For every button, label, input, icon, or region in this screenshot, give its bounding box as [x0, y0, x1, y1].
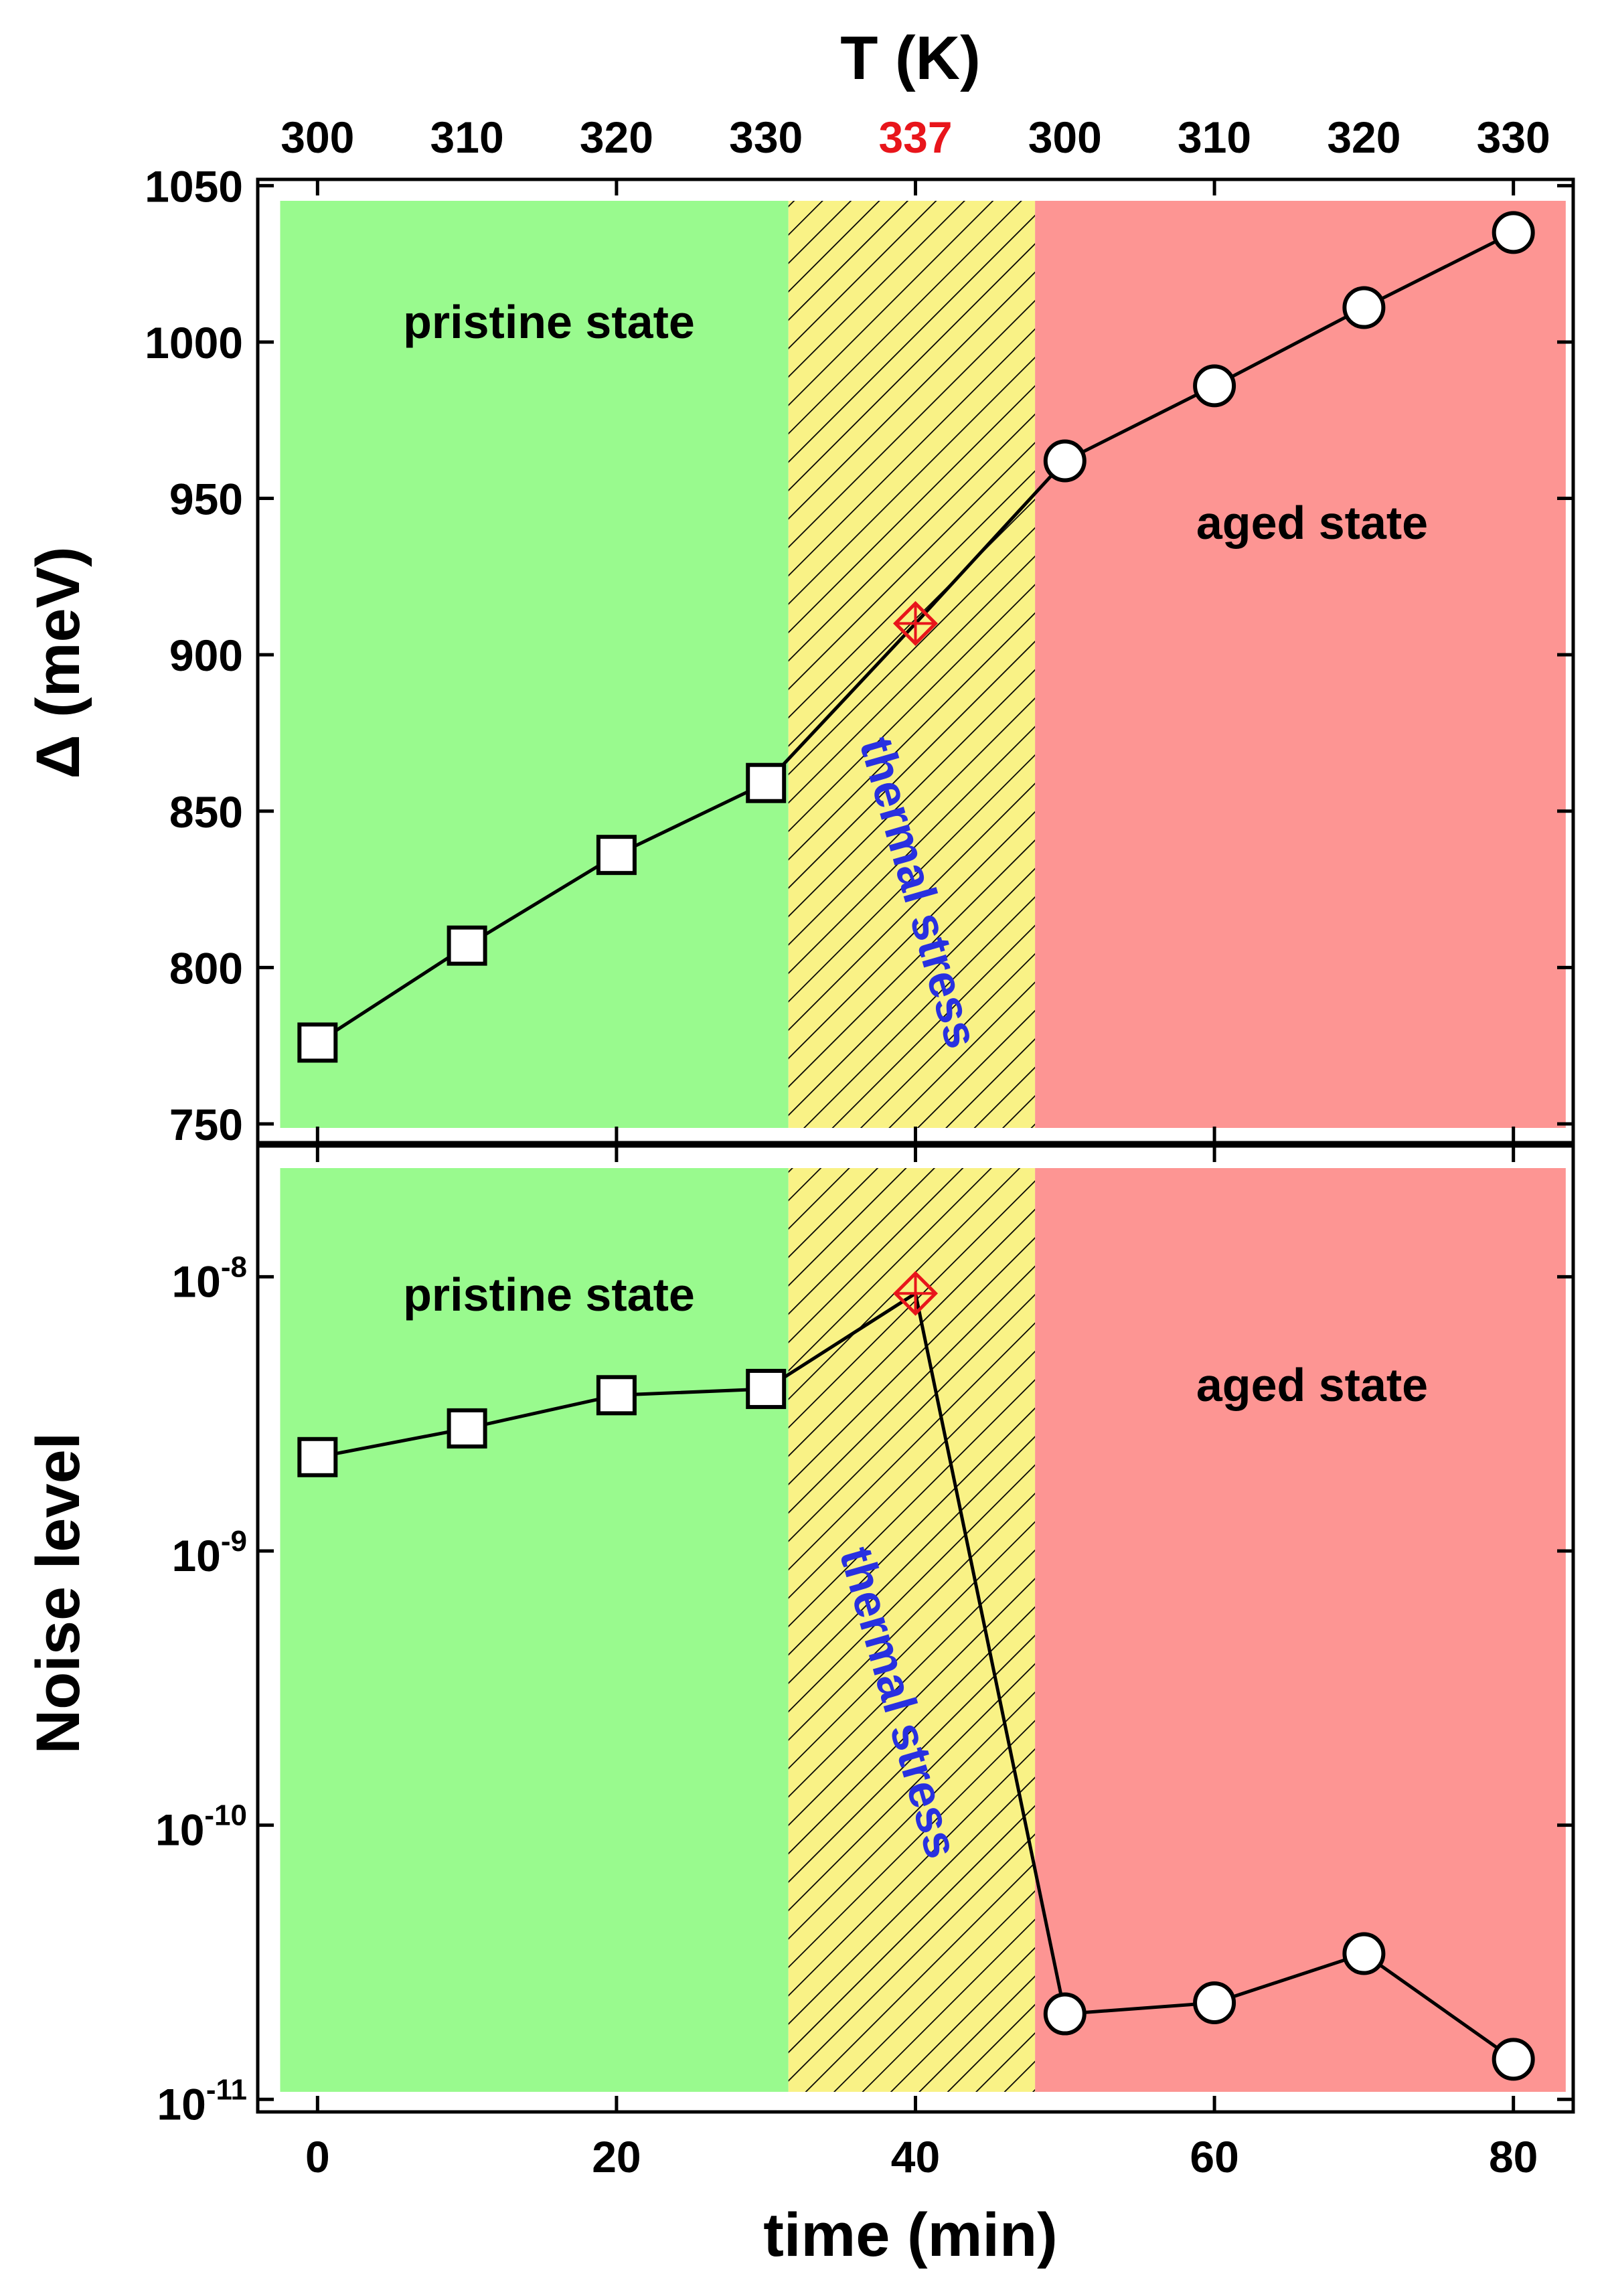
top-axis-tick-label: 310 — [1178, 112, 1251, 162]
top-axis-tick-label: 310 — [430, 112, 504, 162]
top-axis-tick-label: 300 — [1028, 112, 1102, 162]
noise-aged-label: aged state — [1196, 1359, 1428, 1411]
x-axis-tick-label: 40 — [891, 2132, 940, 2182]
background-regions — [280, 201, 1566, 2092]
top-axis-tick-label: 330 — [729, 112, 803, 162]
delta-point-aged — [1492, 211, 1535, 254]
noise-pristine-label: pristine state — [403, 1268, 695, 1321]
plot-frames — [256, 177, 1575, 2114]
x-axis-tick-label: 0 — [305, 2132, 330, 2182]
tick-label-base: 10 — [157, 2079, 206, 2129]
delta-y-tick-label: 900 — [169, 631, 243, 680]
tick-label-exponent: -11 — [206, 2073, 247, 2106]
delta-y-tick-label: 1000 — [145, 318, 243, 367]
top-axis-tick-label: 320 — [580, 112, 653, 162]
noise-point-aged — [1043, 1992, 1087, 2036]
delta-point-aged — [1193, 364, 1236, 408]
x-axis-tick-label: 20 — [592, 2132, 641, 2182]
top-axis-tick-label: 320 — [1327, 112, 1400, 162]
x-axis-title: time (min) — [763, 2201, 1058, 2269]
delta-y-tick-label: 850 — [169, 787, 243, 837]
delta-point-aged — [1043, 439, 1087, 483]
tick-label-exponent: -10 — [204, 1799, 247, 1832]
delta-y-tick-label: 1050 — [145, 161, 243, 211]
noise-point-pristine — [596, 1375, 637, 1416]
noise-y-tick-label: 10-9 — [171, 1525, 247, 1580]
delta-point-aged — [1342, 286, 1386, 329]
delta-region-hatch — [788, 201, 1036, 1128]
top-axis-tick-label: 330 — [1477, 112, 1550, 162]
noise-point-pristine — [447, 1408, 487, 1449]
noise-point-pristine — [297, 1437, 338, 1477]
noise-region-aged — [1035, 1168, 1566, 2092]
noise-region-pristine — [280, 1168, 789, 2092]
noise-point-aged — [1193, 1981, 1236, 2025]
tick-label-base: 10 — [171, 1531, 220, 1580]
top-axis-tick-label: 300 — [280, 112, 354, 162]
tick-label-base: 10 — [155, 1805, 204, 1855]
delta-point-pristine — [297, 1022, 338, 1063]
tick-label-base: 10 — [171, 1256, 220, 1306]
delta-point-pristine — [746, 762, 787, 803]
x-axis-tick-label: 60 — [1190, 2132, 1238, 2182]
top-axis-tick-label: 337 — [878, 112, 952, 162]
x-axis-tick-label: 80 — [1489, 2132, 1538, 2182]
noise-point-pristine — [746, 1368, 787, 1409]
delta-point-pristine — [447, 925, 487, 966]
delta-y-axis-title: Δ (meV) — [24, 546, 92, 778]
delta-y-tick-label: 950 — [169, 475, 243, 524]
delta-point-pristine — [596, 835, 637, 876]
noise-point-aged — [1492, 2038, 1535, 2081]
delta-y-tick-label: 800 — [169, 943, 243, 993]
delta-region-pristine — [280, 201, 789, 1128]
noise-point-aged — [1342, 1932, 1386, 1975]
delta-point-thermal-stress — [892, 600, 939, 646]
noise-point-thermal-stress — [892, 1270, 939, 1316]
delta-aged-label: aged state — [1196, 497, 1428, 549]
noise-y-tick-label: 10-11 — [157, 2073, 247, 2129]
data-markers — [297, 211, 1535, 2081]
delta-y-tick-label: 750 — [169, 1100, 243, 1149]
tick-label-exponent: -9 — [221, 1525, 247, 1558]
noise-y-axis-title: Noise level — [24, 1432, 92, 1754]
noise-y-tick-label: 10-10 — [155, 1799, 247, 1855]
noise-y-tick-label: 10-8 — [171, 1250, 247, 1306]
delta-region-aged — [1035, 201, 1566, 1128]
delta-pristine-label: pristine state — [403, 296, 695, 348]
noise-region-hatch — [788, 1168, 1036, 2092]
top-axis-title: T (K) — [840, 24, 980, 92]
axis-and-tick-labels: 300 310 320 330 337 300 310 320 3307508008509009… — [145, 112, 1550, 2182]
tick-label-exponent: -8 — [221, 1250, 247, 1283]
